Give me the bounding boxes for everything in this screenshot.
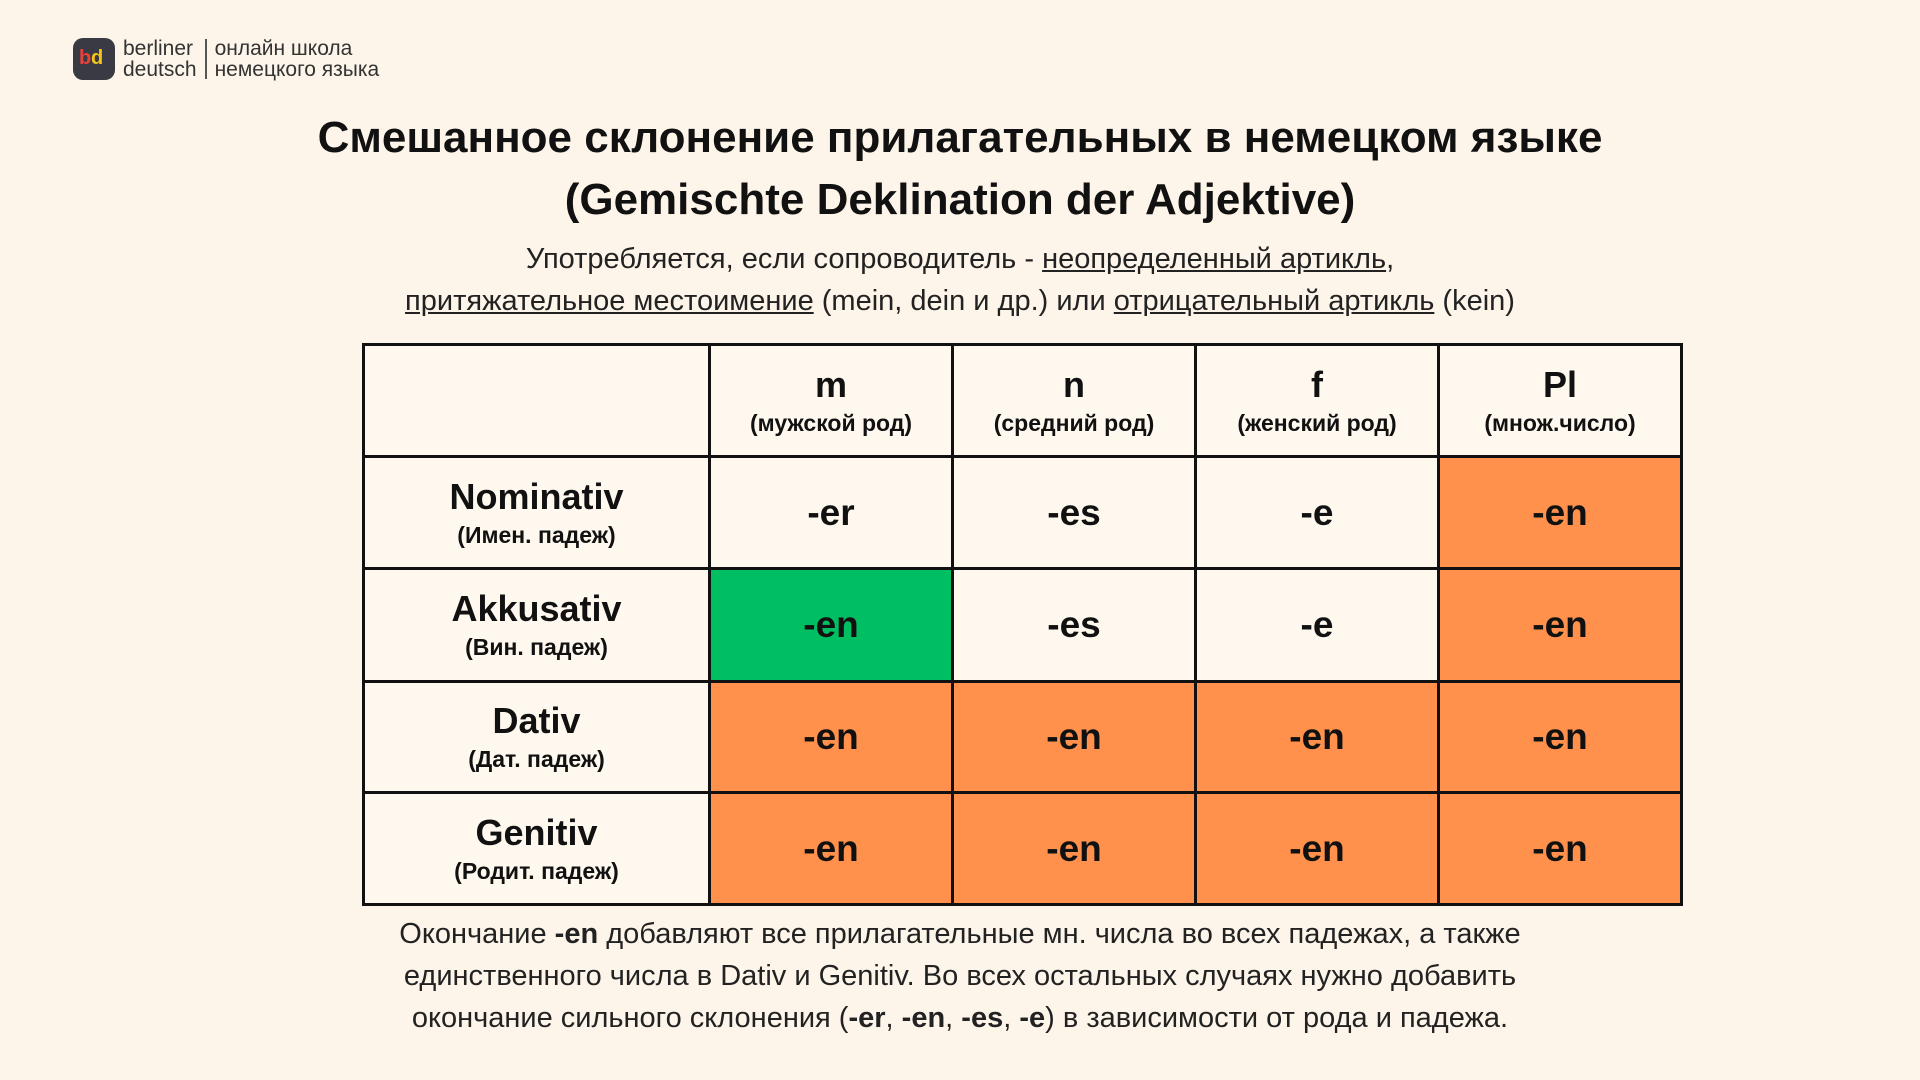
declension-table: m (мужской род) n (средний род) f (женский ро… xyxy=(362,343,1683,906)
header-cell: f (женский род) xyxy=(1194,343,1440,458)
ending-cell: -es xyxy=(951,567,1197,683)
tagline-line: немецкого языка xyxy=(214,58,380,81)
table-row: Dativ (Дат. падеж) -en -en -en -en xyxy=(362,680,1683,794)
text-line: единственного числа в Dativ и Genitiv. В… xyxy=(0,955,1920,997)
header-note: (средний род) xyxy=(993,409,1155,436)
text-segment: , xyxy=(945,1002,962,1034)
text-segment: ) в зависимости от рода и падежа. xyxy=(1045,1002,1509,1034)
case-note: (Имен. падеж) xyxy=(457,521,616,548)
table-row: Genitiv (Родит. падеж) -en -en -en -en xyxy=(362,791,1683,906)
tagline: онлайн школа немецкого языка xyxy=(215,38,380,80)
text-segment: , xyxy=(885,1002,902,1034)
text-segment: добавляют все прилагательные мн. числа в… xyxy=(598,918,1521,950)
brand: berliner deutsch xyxy=(123,38,197,80)
case-note: (Дат. падеж) xyxy=(468,746,605,772)
title-line: (Gemischte Deklination der Adjektive) xyxy=(564,175,1356,224)
text-segment: (mein, dein и др.) или xyxy=(813,285,1114,317)
ending-cell: -er xyxy=(708,455,954,570)
text-segment: неопределенный артикль xyxy=(1042,243,1387,275)
footer: Окончание -en добавляют все прилагательн… xyxy=(0,913,1920,1039)
ending-cell: -en xyxy=(1194,791,1440,906)
header-note: (множ.число) xyxy=(1484,409,1636,436)
text-segment: -en xyxy=(901,1002,946,1034)
text-segment: -er xyxy=(848,1002,886,1034)
ending-cell: -en xyxy=(951,791,1197,906)
header-note: (женский род) xyxy=(1237,409,1397,436)
tagline-line: онлайн школа xyxy=(214,37,353,60)
case-cell: Nominativ (Имен. падеж) xyxy=(362,455,711,570)
case-cell: Akkusativ (Вин. падеж) xyxy=(362,567,711,683)
ending-cell: -en xyxy=(708,680,954,794)
case-name: Akkusativ xyxy=(451,588,622,629)
text-segment: притяжательное местоимение xyxy=(405,285,814,317)
text-segment: Окончание xyxy=(399,918,555,950)
ending-cell: -en xyxy=(1194,680,1440,794)
header-row: m (мужской род) n (средний род) f (женский ро… xyxy=(362,343,1683,458)
header-label: f xyxy=(1311,363,1323,405)
ending-cell: -e xyxy=(1194,567,1440,683)
case-name: Dativ xyxy=(492,700,581,741)
ending-cell: -en xyxy=(1437,680,1683,794)
ending-cell: -en xyxy=(1437,791,1683,906)
text-segment: , xyxy=(1003,1002,1020,1034)
case-cell: Genitiv (Родит. падеж) xyxy=(362,791,711,906)
text-line: Окончание -en добавляют все прилагательн… xyxy=(0,913,1920,955)
header-cell: m (мужской род) xyxy=(708,343,954,458)
text-line: притяжательное местоимение (mein, dein и… xyxy=(0,280,1920,322)
text-segment: единственного числа в Dativ и Genitiv. В… xyxy=(403,960,1517,992)
table-row: Nominativ (Имен. падеж) -er -es -e -en xyxy=(362,455,1683,570)
subtitle: Употребляется, если сопроводитель - неоп… xyxy=(0,238,1920,322)
separator xyxy=(204,39,207,79)
ending-cell: -en xyxy=(708,567,954,683)
text-line: Употребляется, если сопроводитель - неоп… xyxy=(0,238,1920,280)
header-cell: Pl (множ.число) xyxy=(1437,343,1683,458)
case-note: (Родит. падеж) xyxy=(454,857,619,884)
text-segment: отрицательный артикль xyxy=(1113,285,1435,317)
title-line: Смешанное склонение прилагательных в нем… xyxy=(317,113,1603,162)
title: Смешанное склонение прилагательных в нем… xyxy=(0,107,1920,231)
case-cell: Dativ (Дат. падеж) xyxy=(362,680,711,794)
ending-cell: -es xyxy=(951,455,1197,570)
text-line: окончание сильного склонения (-er, -en, … xyxy=(0,997,1920,1039)
header-note: (мужской род) xyxy=(749,409,913,436)
case-name: Genitiv xyxy=(475,811,598,853)
ending-cell: -en xyxy=(1437,455,1683,570)
ending-cell: -en xyxy=(708,791,954,906)
header-label: m xyxy=(814,363,847,405)
brand-line: deutsch xyxy=(123,58,197,81)
header-label: n xyxy=(1063,363,1085,405)
brand-line: berliner xyxy=(123,37,194,60)
table-row: Akkusativ (Вин. падеж) -en -es -e -en xyxy=(362,567,1683,683)
text-segment: -es xyxy=(961,1002,1004,1034)
text-segment: -en xyxy=(554,918,599,950)
text-segment: -e xyxy=(1019,1002,1046,1034)
text-segment: (kein) xyxy=(1434,285,1515,317)
corner-cell xyxy=(362,343,711,458)
ending-cell: -en xyxy=(1437,567,1683,683)
ending-cell: -en xyxy=(951,680,1197,794)
text-segment: , xyxy=(1386,243,1395,275)
case-name: Nominativ xyxy=(449,475,624,517)
header-cell: n (средний род) xyxy=(951,343,1197,458)
case-note: (Вин. падеж) xyxy=(465,634,608,660)
text-segment: Употребляется, если сопроводитель - xyxy=(525,243,1043,275)
text-segment: окончание сильного склонения ( xyxy=(411,1002,849,1034)
ending-cell: -e xyxy=(1194,455,1440,570)
header-label: Pl xyxy=(1542,363,1577,405)
